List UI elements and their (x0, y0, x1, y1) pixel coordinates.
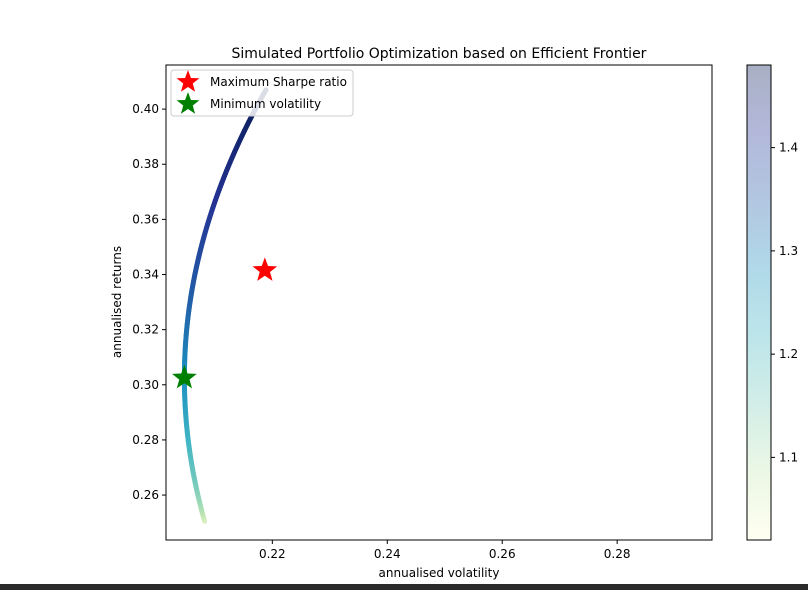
y-tick-label: 0.26 (132, 488, 159, 502)
colorbar-tick-label: 1.4 (779, 141, 798, 155)
y-tick-label: 0.28 (132, 433, 159, 447)
y-tick-label: 0.40 (132, 102, 159, 116)
y-tick-label: 0.38 (132, 157, 159, 171)
colorbar-tick-label: 1.1 (779, 450, 798, 464)
legend-marker (176, 92, 200, 114)
max-sharpe-marker (252, 257, 278, 281)
axes-frame (165, 64, 713, 541)
y-tick-label: 0.36 (132, 212, 159, 226)
y-tick-label: 0.34 (132, 268, 159, 282)
colorbar: 1.1 1.2 1.3 1.4 (746, 64, 798, 541)
colorbar-tick-label: 1.2 (779, 347, 798, 361)
y-tick-label: 0.30 (132, 378, 159, 392)
efficient-frontier-curve (181, 87, 269, 524)
y-axis-label: annualised returns (110, 246, 124, 358)
portfolio-markers (172, 257, 278, 389)
x-tick-label: 0.28 (604, 547, 631, 561)
y-tick-label: 0.32 (132, 323, 159, 337)
legend-marker (176, 70, 200, 92)
x-axis: 0.22 0.24 0.26 0.28 (259, 540, 631, 561)
x-tick-label: 0.22 (259, 547, 286, 561)
min-volatility-marker (172, 364, 197, 389)
colorbar-frame (746, 64, 772, 541)
colorbar-tick-label: 1.3 (779, 244, 798, 258)
x-tick-label: 0.24 (374, 547, 401, 561)
plot-area (165, 64, 713, 541)
x-axis-label: annualised volatility (379, 566, 500, 580)
colorbar-gradient (747, 65, 771, 540)
x-tick-label: 0.26 (489, 547, 516, 561)
legend-label: Maximum Sharpe ratio (210, 75, 347, 89)
y-axis: 0.26 0.28 0.30 0.32 0.34 0.36 0.38 0.40 (132, 102, 166, 502)
chart-title: Simulated Portfolio Optimization based o… (232, 46, 647, 62)
window-bottom-bar (0, 584, 808, 590)
legend-box (170, 69, 354, 117)
legend: Maximum Sharpe ratio Minimum volatility (170, 69, 354, 117)
legend-label: Minimum volatility (210, 97, 321, 111)
